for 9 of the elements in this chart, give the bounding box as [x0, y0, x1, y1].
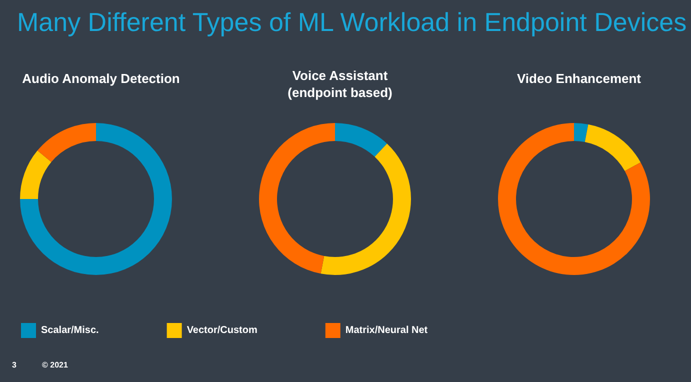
- text: 3: [12, 360, 17, 370]
- slice-label: Voice Assistant (endpoint based): [288, 68, 392, 100]
- slice-label: Audio Anomaly Detection: [22, 71, 180, 86]
- slice-label: Video Enhancement: [516, 71, 642, 86]
- text: © 2021: [42, 360, 68, 370]
- legend-label: Matrix/Neural Net: [345, 325, 428, 336]
- legend-label: Scalar/Misc.: [41, 325, 100, 336]
- legend-label: Vector/Custom: [186, 325, 258, 336]
- chart-title: Many Different Types of ML Workload in Endpoint Devices: [17, 7, 687, 37]
